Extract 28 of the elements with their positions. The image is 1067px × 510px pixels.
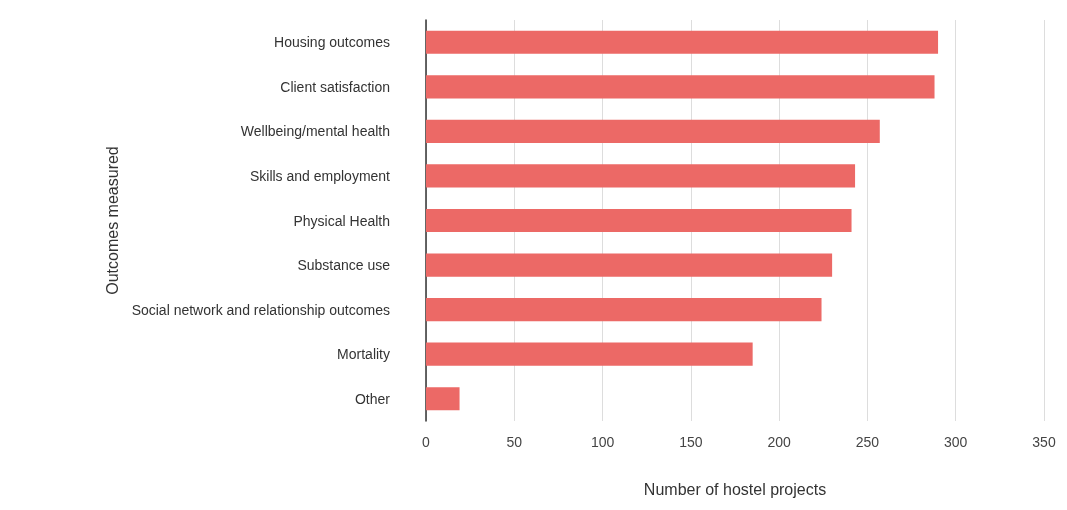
x-tick-label: 150 — [679, 434, 703, 450]
x-tick-label: 350 — [1032, 434, 1056, 450]
bar — [426, 387, 460, 411]
y-axis-title: Outcomes measured — [104, 146, 122, 295]
y-tick-label: Social network and relationship outcomes — [131, 301, 390, 318]
x-axis-title: Number of hostel projects — [643, 480, 827, 498]
y-tick-label: Other — [354, 390, 391, 407]
y-tick-label: Wellbeing/mental health — [240, 123, 390, 140]
y-tick-label: Skills and employment — [249, 167, 391, 184]
y-tick-label: Substance use — [297, 257, 391, 274]
y-tick-label: Client satisfaction — [280, 78, 390, 95]
x-tick-label: 300 — [944, 434, 968, 450]
bar — [426, 253, 833, 277]
x-tick-label: 0 — [422, 434, 431, 450]
y-tick-label: Housing outcomes — [274, 34, 390, 51]
bar — [426, 75, 935, 99]
bar — [426, 164, 856, 188]
bar — [426, 342, 753, 366]
x-tick-label: 100 — [590, 434, 615, 450]
bar — [426, 298, 822, 322]
y-tick-label: Mortality — [337, 346, 390, 363]
x-tick-label: 250 — [855, 434, 880, 450]
x-tick-label: 200 — [767, 434, 792, 450]
bar — [426, 119, 880, 143]
bar — [426, 30, 939, 54]
y-tick-label: Physical Health — [293, 212, 390, 229]
x-tick-label: 50 — [506, 434, 523, 450]
bar — [426, 208, 852, 233]
